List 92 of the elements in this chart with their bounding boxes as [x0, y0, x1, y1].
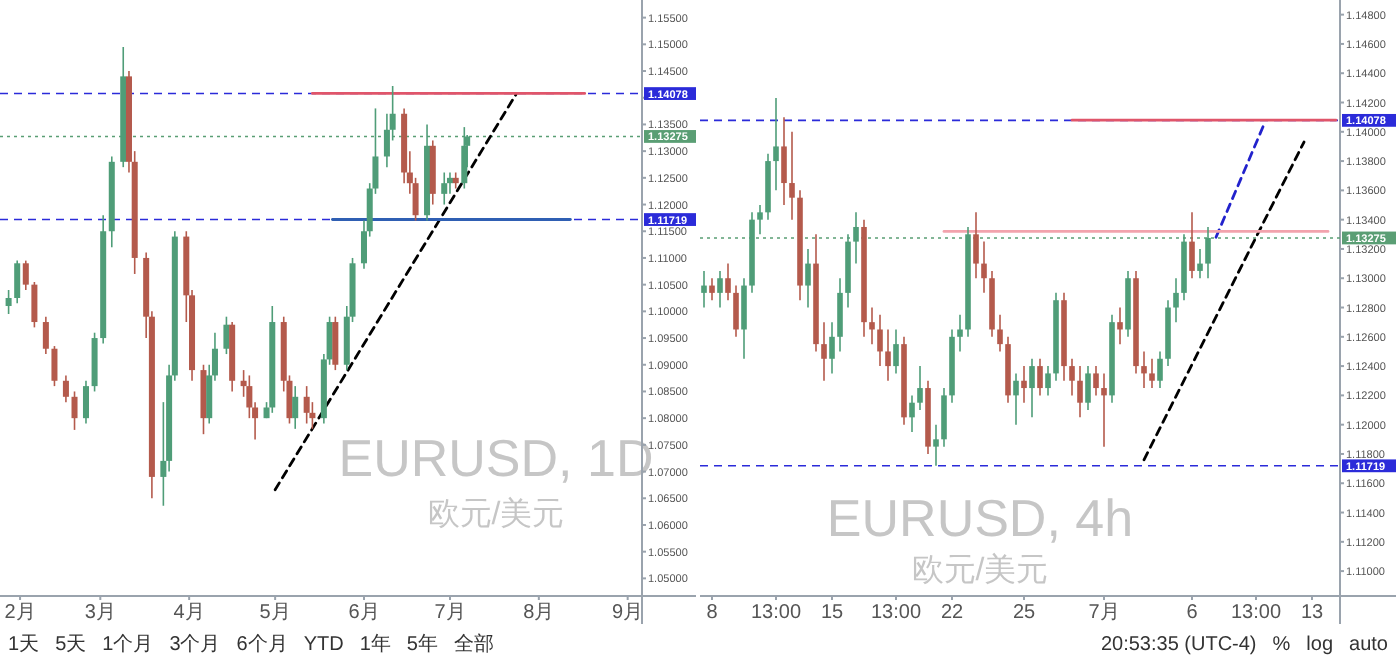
x-tick-label: 6月 — [348, 602, 380, 624]
x-tick-label: 25 — [1012, 602, 1036, 624]
text: 3个月 — [169, 632, 221, 656]
x-tick-label: 13 — [1300, 602, 1324, 624]
candlestick — [805, 248, 811, 309]
text: auto — [1349, 634, 1389, 656]
text: 1个月 — [102, 632, 154, 656]
candlestick — [1149, 357, 1155, 389]
candlestick — [733, 284, 739, 338]
candlestick — [82, 379, 89, 425]
candlestick — [829, 321, 835, 375]
candlestick — [821, 321, 827, 382]
candlestick — [957, 314, 963, 353]
x-tick-label: 9月 — [612, 602, 644, 624]
candlestick — [51, 345, 58, 387]
candlestick — [31, 281, 38, 329]
candlestick — [1197, 248, 1203, 280]
text: 欧元/美元 — [911, 552, 1049, 588]
candlestick — [933, 423, 939, 467]
candlestick — [837, 277, 843, 353]
candlestick — [1013, 372, 1019, 426]
candlestick — [885, 328, 891, 382]
text: 5天 — [55, 634, 87, 656]
candlestick — [709, 277, 715, 301]
x-tick-label: 13:00 — [870, 602, 922, 624]
x-tick-label: 8月 — [523, 602, 555, 624]
candlestick — [789, 130, 795, 221]
candlestick — [332, 315, 339, 371]
candlestick — [781, 116, 787, 206]
candlestick — [877, 314, 883, 367]
text: 1天 — [8, 634, 40, 656]
candlestick — [1045, 365, 1051, 397]
text: 5年 — [406, 632, 438, 656]
candlestick — [757, 204, 763, 236]
candlestick — [1101, 372, 1107, 448]
candlestick — [22, 259, 29, 291]
x-tick-label: 3月 — [84, 602, 116, 624]
candlestick — [1085, 365, 1091, 411]
candlestick — [725, 262, 731, 301]
candlestick — [1069, 357, 1075, 397]
x-tick-label: 5月 — [259, 602, 291, 624]
candlestick — [1117, 306, 1123, 345]
x-tick-label: 7月 — [1088, 602, 1120, 624]
text: % — [1272, 634, 1291, 656]
text: 全部 — [453, 632, 494, 656]
candlestick — [893, 328, 899, 375]
candlestick — [1077, 365, 1083, 419]
candlestick — [62, 374, 69, 403]
candlestick — [14, 259, 21, 305]
candlestick — [5, 289, 12, 315]
x-tick-label: 4月 — [173, 602, 205, 624]
text: log — [1306, 634, 1334, 656]
x-tick-label: 13:00 — [1230, 602, 1282, 624]
candlestick — [981, 240, 987, 294]
x-tick-label: 15 — [820, 602, 844, 624]
x-tick-label: 13:00 — [750, 602, 802, 624]
text: 1年 — [359, 632, 391, 656]
x-tick-label: 7月 — [434, 602, 466, 624]
candlestick — [1029, 357, 1035, 419]
candlestick — [917, 365, 923, 411]
candlestick — [303, 385, 310, 425]
candlestick — [701, 270, 707, 309]
candlestick — [1173, 277, 1179, 323]
candlestick — [1141, 350, 1147, 389]
candlestick — [42, 315, 49, 355]
candlestick — [773, 97, 779, 192]
x-tick-label: 8 — [706, 602, 719, 624]
x-tick-label: 22 — [940, 602, 964, 624]
x-tick-label: 2月 — [4, 602, 36, 624]
candlestick — [997, 314, 1003, 353]
candlestick — [441, 171, 448, 206]
text: EURUSD, 4h — [826, 488, 1134, 548]
text: 6个月 — [236, 632, 288, 656]
candlestick — [1021, 365, 1027, 404]
candlestick — [1157, 350, 1163, 389]
candlestick — [452, 171, 459, 190]
candlestick — [973, 211, 979, 280]
text: 20:53:35 (UTC-4) — [1100, 634, 1257, 656]
candlestick — [223, 315, 230, 355]
candlestick — [1037, 357, 1043, 397]
candlestick — [869, 306, 875, 345]
text: YTD — [303, 634, 344, 656]
candlestick — [71, 390, 78, 431]
candlestick — [741, 277, 747, 360]
text: 欧元/美元 — [427, 496, 565, 532]
candlestick — [909, 394, 915, 433]
x-tick-label: 6 — [1186, 602, 1199, 624]
candlestick — [292, 385, 299, 430]
candlestick — [1093, 365, 1099, 397]
candlestick — [1189, 211, 1195, 280]
candlestick — [941, 387, 947, 448]
candlestick — [717, 270, 723, 309]
